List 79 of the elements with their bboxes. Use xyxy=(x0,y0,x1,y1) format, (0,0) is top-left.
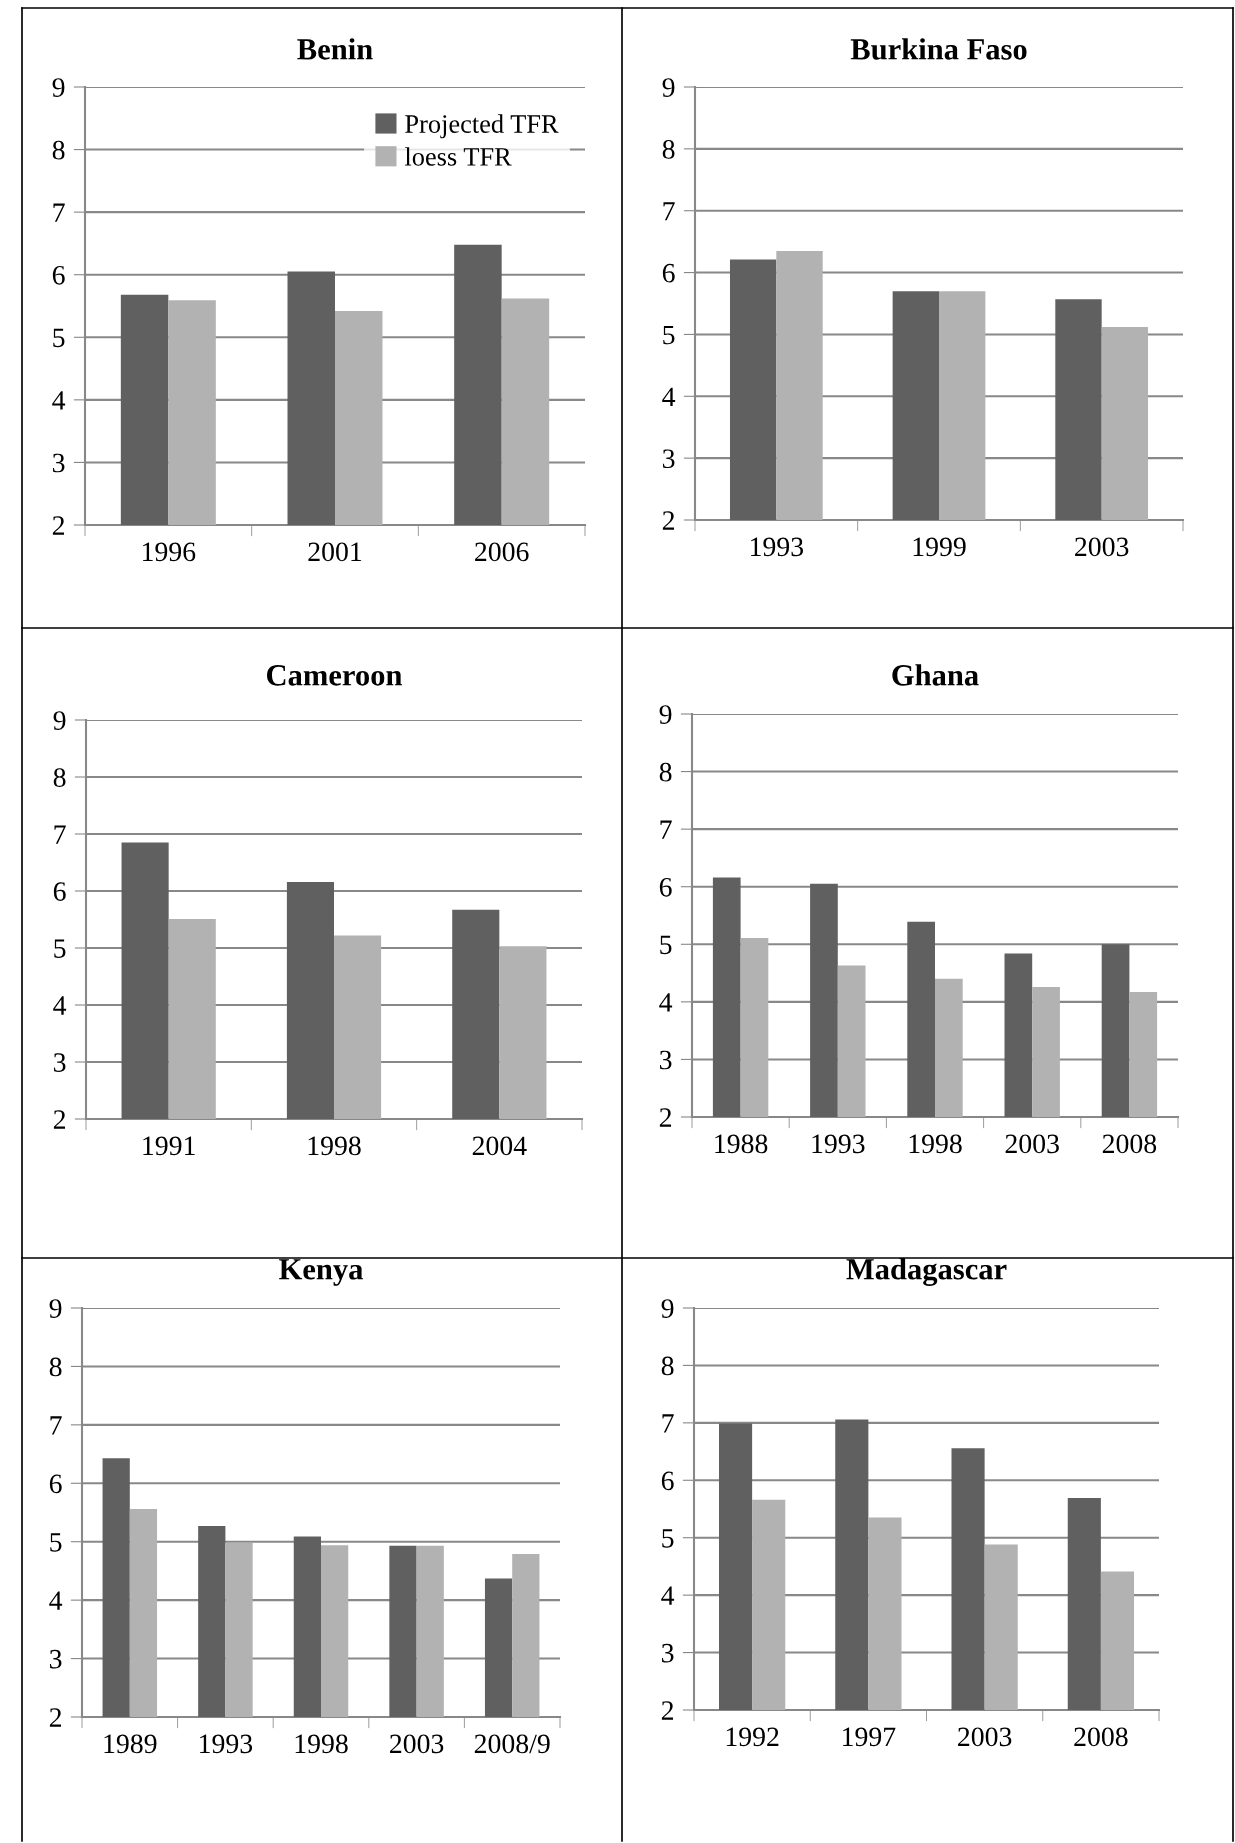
x-tick-label: 1998 xyxy=(909,1134,962,1154)
y-tick-label: 4 xyxy=(52,391,66,410)
y-tick-label: 2 xyxy=(53,1110,66,1129)
y-tick-label: 9 xyxy=(53,711,66,730)
y-tick-label: 2 xyxy=(52,516,65,535)
x-tick-label: 2003 xyxy=(390,1734,444,1754)
chart-title: Madagascar xyxy=(846,1258,1007,1286)
x-tick-label: 2001 xyxy=(308,542,362,562)
y-tick-label: 7 xyxy=(54,825,66,844)
y-tick-label: 3 xyxy=(53,1053,66,1072)
chart-title: Kenya xyxy=(279,1259,363,1286)
y-tick-label: 9 xyxy=(662,78,675,97)
x-tick-label: 1993 xyxy=(751,537,804,557)
y-tick-label: 8 xyxy=(661,1356,674,1376)
x-tick-label: 1988 xyxy=(715,1134,768,1154)
legend-label: Projected TFR xyxy=(405,114,559,139)
y-tick-label: 6 xyxy=(659,877,672,897)
x-tick-label: 1989 xyxy=(104,1734,157,1754)
x-tick-label: 1996 xyxy=(143,542,196,562)
y-tick-label: 6 xyxy=(662,263,675,283)
y-tick-label: 3 xyxy=(659,1050,672,1070)
y-tick-label: 4 xyxy=(53,996,67,1015)
y-tick-label: 7 xyxy=(50,1416,62,1435)
y-tick-label: 5 xyxy=(660,935,672,955)
x-tick-label: 1993 xyxy=(200,1734,253,1754)
chart-title: Burkina Faso xyxy=(850,38,1027,60)
y-tick-label: 5 xyxy=(53,328,65,348)
y-tick-label: 3 xyxy=(661,1643,674,1663)
y-tick-label: 9 xyxy=(52,78,65,97)
x-tick-label: 2004 xyxy=(472,1136,527,1156)
y-tick-label: 9 xyxy=(49,1299,62,1318)
y-tick-label: 2 xyxy=(659,1108,672,1127)
legend-label: loess TFR xyxy=(404,147,512,166)
x-tick-label: 1991 xyxy=(143,1136,195,1156)
y-tick-label: 8 xyxy=(659,762,672,782)
y-tick-label: 5 xyxy=(50,1533,62,1552)
x-tick-label: 2008 xyxy=(1102,1134,1157,1154)
chart-title: Cameroon xyxy=(267,665,403,686)
y-tick-label: 6 xyxy=(53,882,66,901)
y-tick-label: 3 xyxy=(662,449,675,469)
y-tick-label: 5 xyxy=(54,939,66,958)
x-tick-label: 1998 xyxy=(308,1136,361,1156)
x-tick-label: 2008 xyxy=(1074,1727,1128,1747)
y-tick-label: 9 xyxy=(659,705,672,724)
y-tick-label: 3 xyxy=(49,1649,62,1669)
y-tick-label: 4 xyxy=(661,1586,675,1605)
y-tick-label: 6 xyxy=(52,265,65,285)
x-tick-label: 1992 xyxy=(726,1727,779,1747)
y-tick-label: 5 xyxy=(663,325,675,345)
y-tick-label: 8 xyxy=(52,140,65,160)
y-tick-label: 9 xyxy=(661,1299,674,1318)
y-tick-label: 2 xyxy=(661,1701,674,1720)
y-tick-label: 7 xyxy=(663,202,675,221)
y-tick-label: 8 xyxy=(662,140,675,159)
y-tick-label: 7 xyxy=(662,1414,674,1433)
y-tick-label: 5 xyxy=(662,1529,674,1548)
x-tick-label: 1993 xyxy=(812,1134,865,1154)
x-tick-label: 2006 xyxy=(475,542,529,562)
y-tick-label: 6 xyxy=(49,1474,62,1494)
x-tick-label: 1998 xyxy=(295,1734,348,1754)
x-tick-label: 2003 xyxy=(958,1727,1012,1747)
y-tick-label: 4 xyxy=(662,387,676,406)
y-tick-label: 7 xyxy=(53,203,65,222)
y-tick-label: 4 xyxy=(49,1591,63,1610)
y-tick-label: 2 xyxy=(49,1708,62,1727)
x-tick-label: 2008/9 xyxy=(474,1734,550,1754)
y-tick-label: 8 xyxy=(53,768,66,787)
y-tick-label: 2 xyxy=(662,511,675,530)
x-tick-label: 1999 xyxy=(913,537,966,557)
y-tick-label: 7 xyxy=(660,820,672,839)
chart-title: Ghana xyxy=(892,664,979,686)
y-tick-label: 3 xyxy=(52,453,65,473)
x-tick-label: 1997 xyxy=(843,1727,896,1747)
x-tick-label: 2003 xyxy=(1075,537,1129,557)
chart-title: Benin xyxy=(297,38,373,60)
x-tick-label: 2003 xyxy=(1005,1134,1059,1154)
y-tick-label: 4 xyxy=(659,993,673,1012)
y-tick-label: 8 xyxy=(49,1357,62,1377)
y-tick-label: 6 xyxy=(661,1471,674,1491)
